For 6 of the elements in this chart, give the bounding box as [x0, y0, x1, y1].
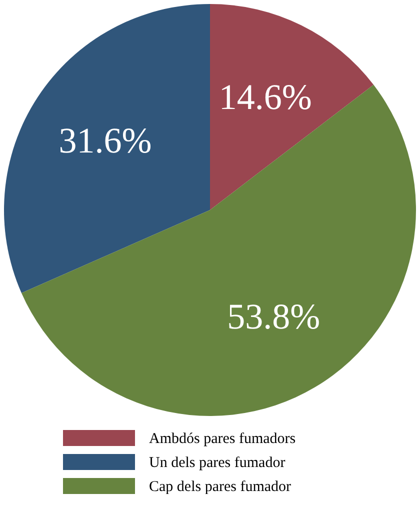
legend-label: Ambdós pares fumadors [149, 431, 296, 447]
data-label: 53.8% [227, 296, 320, 337]
data-label: 31.6% [58, 120, 152, 161]
legend-label: Cap dels pares fumador [149, 479, 292, 495]
legend-label: Un dels pares fumador [149, 455, 286, 471]
data-label: 14.6% [218, 76, 312, 117]
